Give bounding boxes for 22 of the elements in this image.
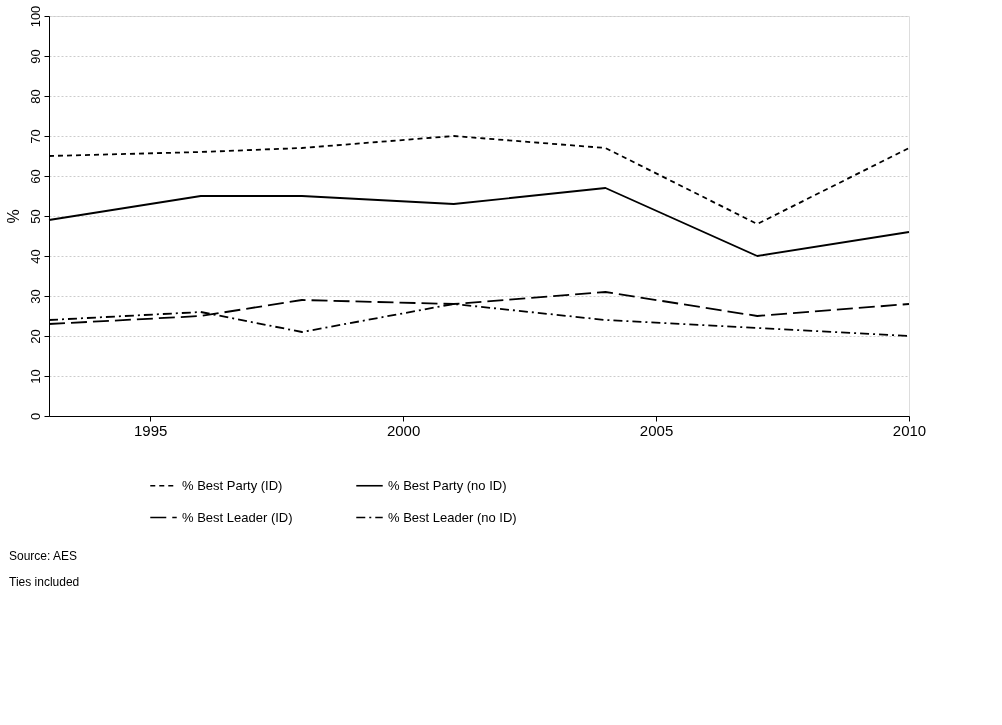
legend-label: % Best Party (ID) bbox=[182, 477, 283, 493]
x-tick-label: 2000 bbox=[386, 421, 421, 439]
y-tick-label: 100 bbox=[27, 5, 43, 28]
y-tick-label: 70 bbox=[27, 129, 43, 144]
y-tick-label: 0 bbox=[27, 412, 43, 421]
x-tick-label: 2010 bbox=[892, 421, 927, 439]
source-note: Source: AES bbox=[9, 549, 78, 563]
legend-label: % Best Leader (ID) bbox=[182, 509, 293, 525]
y-tick-label: 30 bbox=[27, 289, 43, 304]
x-tick-label: 2005 bbox=[639, 421, 674, 439]
legend-label: % Best Leader (no ID) bbox=[388, 509, 517, 525]
y-tick-label: 10 bbox=[27, 369, 43, 384]
y-tick-label: 80 bbox=[27, 89, 43, 104]
y-tick-label: 40 bbox=[27, 249, 43, 264]
text: Ties included bbox=[9, 575, 80, 589]
x-tick-label: 1995 bbox=[133, 421, 168, 439]
y-tick-label: 90 bbox=[27, 49, 43, 64]
y-tick-label: 60 bbox=[27, 169, 43, 184]
y-tick-label: 20 bbox=[27, 329, 43, 344]
legend-label: % Best Party (no ID) bbox=[388, 477, 507, 493]
y-tick-label: 50 bbox=[27, 209, 43, 224]
y-axis-title: % bbox=[4, 209, 22, 224]
